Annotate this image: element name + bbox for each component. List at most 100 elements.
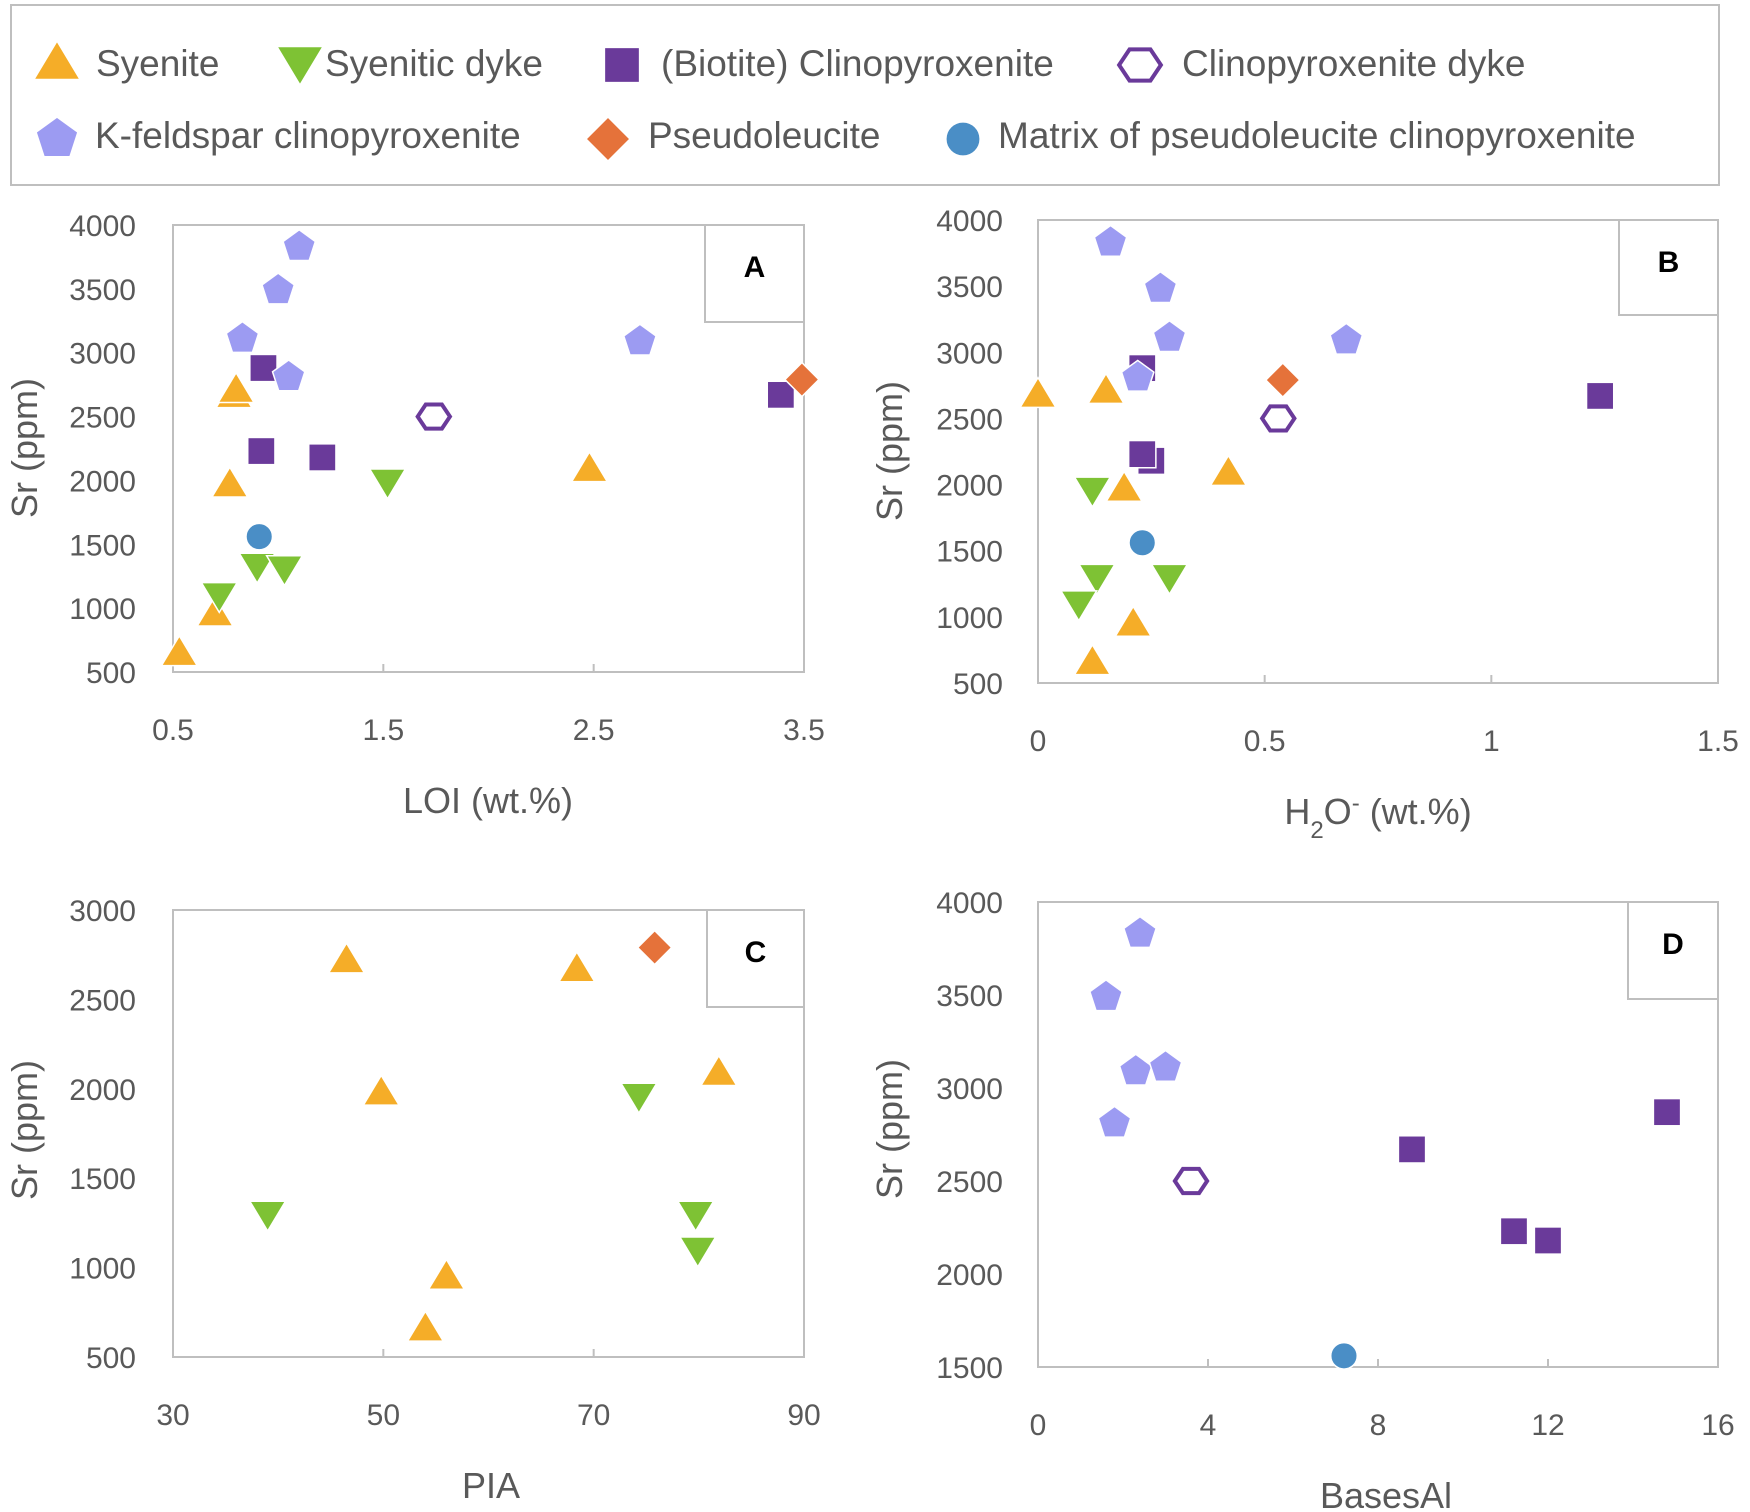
legend-item-matrix: Matrix of pseudoleucite clinopyroxenite <box>945 115 1636 157</box>
data-point-kfsp <box>1120 359 1155 392</box>
x-axis-title: H2O- (wt.%) <box>1284 790 1471 844</box>
y-tick-label: 3000 <box>69 895 136 928</box>
y-tick-label: 2500 <box>936 403 1003 436</box>
data-point-dyke <box>265 555 304 588</box>
data-point-cpx <box>1397 1135 1427 1164</box>
y-tick-label: 1000 <box>69 593 136 626</box>
x-tick-label: 12 <box>1531 1409 1564 1442</box>
data-point-matrix <box>1128 528 1157 557</box>
series-kfsp <box>1093 224 1364 392</box>
legend-marker-kfsp <box>35 116 79 158</box>
x-tick-label: 2.5 <box>573 714 615 747</box>
x-tick-label: 30 <box>156 1399 189 1432</box>
series-matrix <box>245 522 274 551</box>
data-point-kfsp <box>1093 224 1128 257</box>
legend-item-syenite: Syenite <box>32 39 219 84</box>
series-pseudo <box>636 929 673 966</box>
data-point-kfsp <box>622 323 657 356</box>
x-tick-label: 0.5 <box>1244 725 1286 758</box>
x-tick-label: 4 <box>1200 1409 1217 1442</box>
data-point-dyke <box>678 1236 717 1269</box>
panel-label-box-a <box>704 224 805 323</box>
series-kfsp <box>1088 915 1183 1138</box>
y-tick-label: 4000 <box>69 210 136 243</box>
panel-letter-d: D <box>1662 928 1684 961</box>
data-point-cpx <box>1533 1226 1563 1255</box>
data-point-syenite <box>195 594 235 627</box>
data-point-syenite <box>1209 454 1248 487</box>
y-tick-label: 1500 <box>69 1163 136 1196</box>
series-syenite <box>1018 372 1248 676</box>
data-point-syenite <box>1104 470 1144 503</box>
plot-area-a <box>172 224 805 673</box>
y-tick-label: 4000 <box>936 887 1003 920</box>
y-tick-label: 1500 <box>69 529 136 562</box>
panel-letter-a: A <box>744 251 766 284</box>
data-point-cpx <box>246 436 276 466</box>
data-point-kfsp <box>271 359 306 392</box>
data-point-kfsp <box>1122 915 1158 949</box>
data-point-cpx <box>1499 1216 1529 1246</box>
x-tick-label: 16 <box>1701 1409 1734 1442</box>
data-point-cpxdyke <box>415 402 453 431</box>
series-matrix <box>1128 528 1157 557</box>
data-point-dyke <box>676 1200 715 1233</box>
series-matrix <box>1329 1341 1359 1370</box>
legend-label-pseudo: Pseudoleucite <box>648 115 880 156</box>
panel-c: 30 50 70 90 500 1000 1500 2000 2500 3000 Sr (ppm) P… <box>4 895 821 1506</box>
legend-label-dyke: Syenitic dyke <box>325 43 543 84</box>
legend: Syenite Syenitic dyke (Biotite) Clinopyrox… <box>10 4 1720 186</box>
legend-marker-cpxdyke <box>1116 47 1164 83</box>
data-point-syenite <box>362 1073 401 1106</box>
data-point-cpx <box>1127 439 1157 469</box>
legend-label-syenite: Syenite <box>96 43 219 84</box>
data-point-syenite <box>1073 643 1112 676</box>
data-point-dyke <box>1073 476 1112 509</box>
series-pseudo <box>783 361 820 398</box>
data-point-cpx <box>307 443 337 472</box>
series-syenite <box>327 941 738 1342</box>
x-tick-label: 1 <box>1483 725 1500 758</box>
series-dyke <box>1059 476 1189 623</box>
data-point-pseudo <box>783 361 820 398</box>
y-tick-label: 1500 <box>936 536 1003 569</box>
legend-label-cpx: (Biotite) Clinopyroxenite <box>661 43 1054 84</box>
data-point-syenite <box>327 941 366 974</box>
data-point-cpxdyke <box>1172 1166 1210 1196</box>
panel-label-box-c <box>706 909 805 1008</box>
data-point-pseudo <box>1264 362 1301 399</box>
data-point-syenite <box>1018 376 1058 409</box>
legend-item-cpxdyke: Clinopyroxenite dyke <box>1116 43 1525 84</box>
data-point-dyke <box>368 468 407 501</box>
y-axis-title: Sr (ppm) <box>4 1060 45 1200</box>
legend-marker-cpx <box>603 46 641 84</box>
legend-marker-pseudo <box>584 115 632 163</box>
legend-marker-dyke <box>275 45 325 87</box>
panel-b: 0 0.5 1 1.5 500 1000 1500 2000 2500 3000 3500 4000 S… <box>869 205 1739 844</box>
x-axis-title: PIA <box>462 1465 520 1506</box>
data-point-syenite <box>557 950 597 983</box>
data-point-matrix <box>1329 1341 1359 1370</box>
y-tick-label: 1000 <box>69 1253 136 1286</box>
data-point-dyke <box>200 581 239 614</box>
data-point-cpx <box>249 353 278 383</box>
data-point-dyke <box>237 552 277 585</box>
series-dyke <box>200 468 407 614</box>
panel-label-box-b <box>1618 219 1719 316</box>
y-tick-label: 3500 <box>936 980 1003 1013</box>
legend-label-kfsp: K-feldspar clinopyroxenite <box>95 115 521 156</box>
data-point-dyke <box>248 1200 287 1233</box>
data-point-kfsp <box>1143 270 1178 304</box>
y-axis-title: Sr (ppm) <box>869 381 910 521</box>
legend-marker-matrix <box>945 121 981 157</box>
series-cpx <box>1397 1097 1682 1255</box>
y-tick-label: 3000 <box>69 338 136 371</box>
data-point-kfsp <box>1152 319 1187 353</box>
series-cpx <box>246 353 796 472</box>
series-kfsp <box>225 228 657 392</box>
panel-d: 0 4 8 12 16 1500 2000 2500 3000 3500 4000 Sr (ppm) B… <box>869 887 1735 1512</box>
data-point-syenite <box>406 1309 445 1342</box>
data-point-syenite <box>1086 372 1126 405</box>
x-tick-label: 1.5 <box>362 714 404 747</box>
